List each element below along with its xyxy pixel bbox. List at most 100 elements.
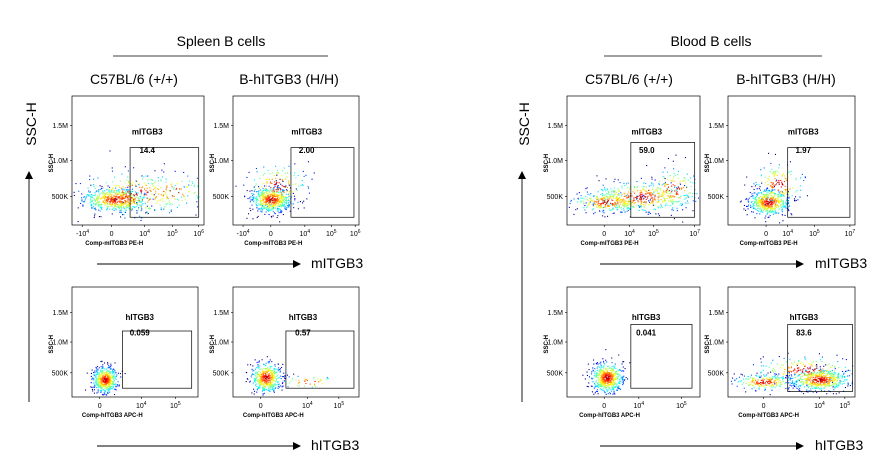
event-dot xyxy=(265,383,267,385)
event-dot xyxy=(771,377,773,379)
gate-value: 59.0 xyxy=(639,146,655,155)
event-dot xyxy=(765,207,767,209)
event-dot xyxy=(118,384,120,386)
event-dot xyxy=(108,198,110,200)
event-dot xyxy=(595,203,597,205)
event-dot xyxy=(612,368,614,370)
event-dot xyxy=(276,182,278,184)
event-dot xyxy=(600,205,602,207)
event-dot xyxy=(258,361,260,363)
event-dot xyxy=(651,178,653,180)
event-dot xyxy=(611,199,613,201)
event-dot xyxy=(796,190,798,192)
event-dot xyxy=(592,204,594,206)
event-dot xyxy=(629,200,631,202)
event-dot xyxy=(277,374,279,376)
event-dot xyxy=(102,191,104,193)
event-dot xyxy=(102,389,104,391)
event-dot xyxy=(274,205,276,207)
event-dot xyxy=(117,200,119,202)
event-dot xyxy=(280,188,282,190)
event-dot xyxy=(777,206,779,208)
event-dot xyxy=(758,382,760,384)
event-dot xyxy=(643,189,645,191)
event-dot xyxy=(153,182,155,184)
event-dot xyxy=(93,198,95,200)
event-dot xyxy=(682,209,684,211)
event-dot xyxy=(754,199,756,201)
event-dot xyxy=(130,208,132,210)
event-dot xyxy=(684,198,686,200)
event-dot xyxy=(104,383,106,385)
event-dot xyxy=(761,205,763,207)
event-dot xyxy=(750,201,752,203)
event-dot xyxy=(135,192,137,194)
event-dot xyxy=(294,172,296,174)
event-dot xyxy=(616,385,618,387)
event-dot xyxy=(149,198,151,200)
event-dot xyxy=(257,380,259,382)
event-dot xyxy=(100,205,102,207)
event-dot xyxy=(273,375,275,377)
x-axis-small-label: Comp-mITGB3 PE-H xyxy=(581,241,639,247)
event-dot xyxy=(133,201,135,203)
event-dot xyxy=(277,200,279,202)
event-dot xyxy=(155,192,157,194)
event-dot xyxy=(758,192,760,194)
event-dot xyxy=(104,369,106,371)
event-dot xyxy=(125,192,127,194)
event-dot xyxy=(771,384,773,386)
event-dot xyxy=(604,380,606,382)
event-dot xyxy=(280,212,282,214)
event-dot xyxy=(789,161,791,163)
event-dot xyxy=(763,379,765,381)
event-dot xyxy=(141,200,143,202)
event-dot xyxy=(254,188,256,190)
event-dot xyxy=(606,378,608,380)
event-dot xyxy=(267,199,269,201)
event-dot xyxy=(265,185,267,187)
event-dot xyxy=(285,208,287,210)
event-dot xyxy=(772,172,774,174)
event-dot xyxy=(614,178,616,180)
event-dot xyxy=(96,383,98,385)
event-dot xyxy=(687,195,689,197)
event-dot xyxy=(650,184,652,186)
event-dot xyxy=(745,391,747,393)
event-dot xyxy=(95,374,97,376)
event-dot xyxy=(771,186,773,188)
plot-frame xyxy=(566,286,701,398)
event-dot xyxy=(748,384,750,386)
event-dot xyxy=(107,392,109,394)
event-dot xyxy=(169,204,171,206)
event-dot xyxy=(601,385,603,387)
event-dot xyxy=(605,373,607,375)
event-dot xyxy=(109,382,111,384)
event-dot xyxy=(760,379,762,381)
event-dot xyxy=(751,388,753,390)
event-dot xyxy=(262,193,264,195)
event-dot xyxy=(104,386,106,388)
event-dot xyxy=(253,369,255,371)
event-dot xyxy=(94,208,96,210)
event-dot xyxy=(602,372,604,374)
event-dot xyxy=(612,381,614,383)
event-dot xyxy=(602,384,604,386)
event-dot xyxy=(270,378,272,380)
event-dot xyxy=(773,376,775,378)
event-dot xyxy=(119,195,121,197)
event-dot xyxy=(747,200,749,202)
event-dot xyxy=(612,389,614,391)
event-dot xyxy=(770,385,772,387)
event-dot xyxy=(143,182,145,184)
event-dot xyxy=(602,381,604,383)
event-dot xyxy=(154,170,156,172)
event-dot xyxy=(104,378,106,380)
event-dot xyxy=(629,216,631,218)
gate-value: 14.4 xyxy=(139,146,155,155)
event-dot xyxy=(611,195,613,197)
event-dot xyxy=(166,186,168,188)
event-dot xyxy=(639,190,641,192)
event-dot xyxy=(98,373,100,375)
event-dot xyxy=(764,176,766,178)
